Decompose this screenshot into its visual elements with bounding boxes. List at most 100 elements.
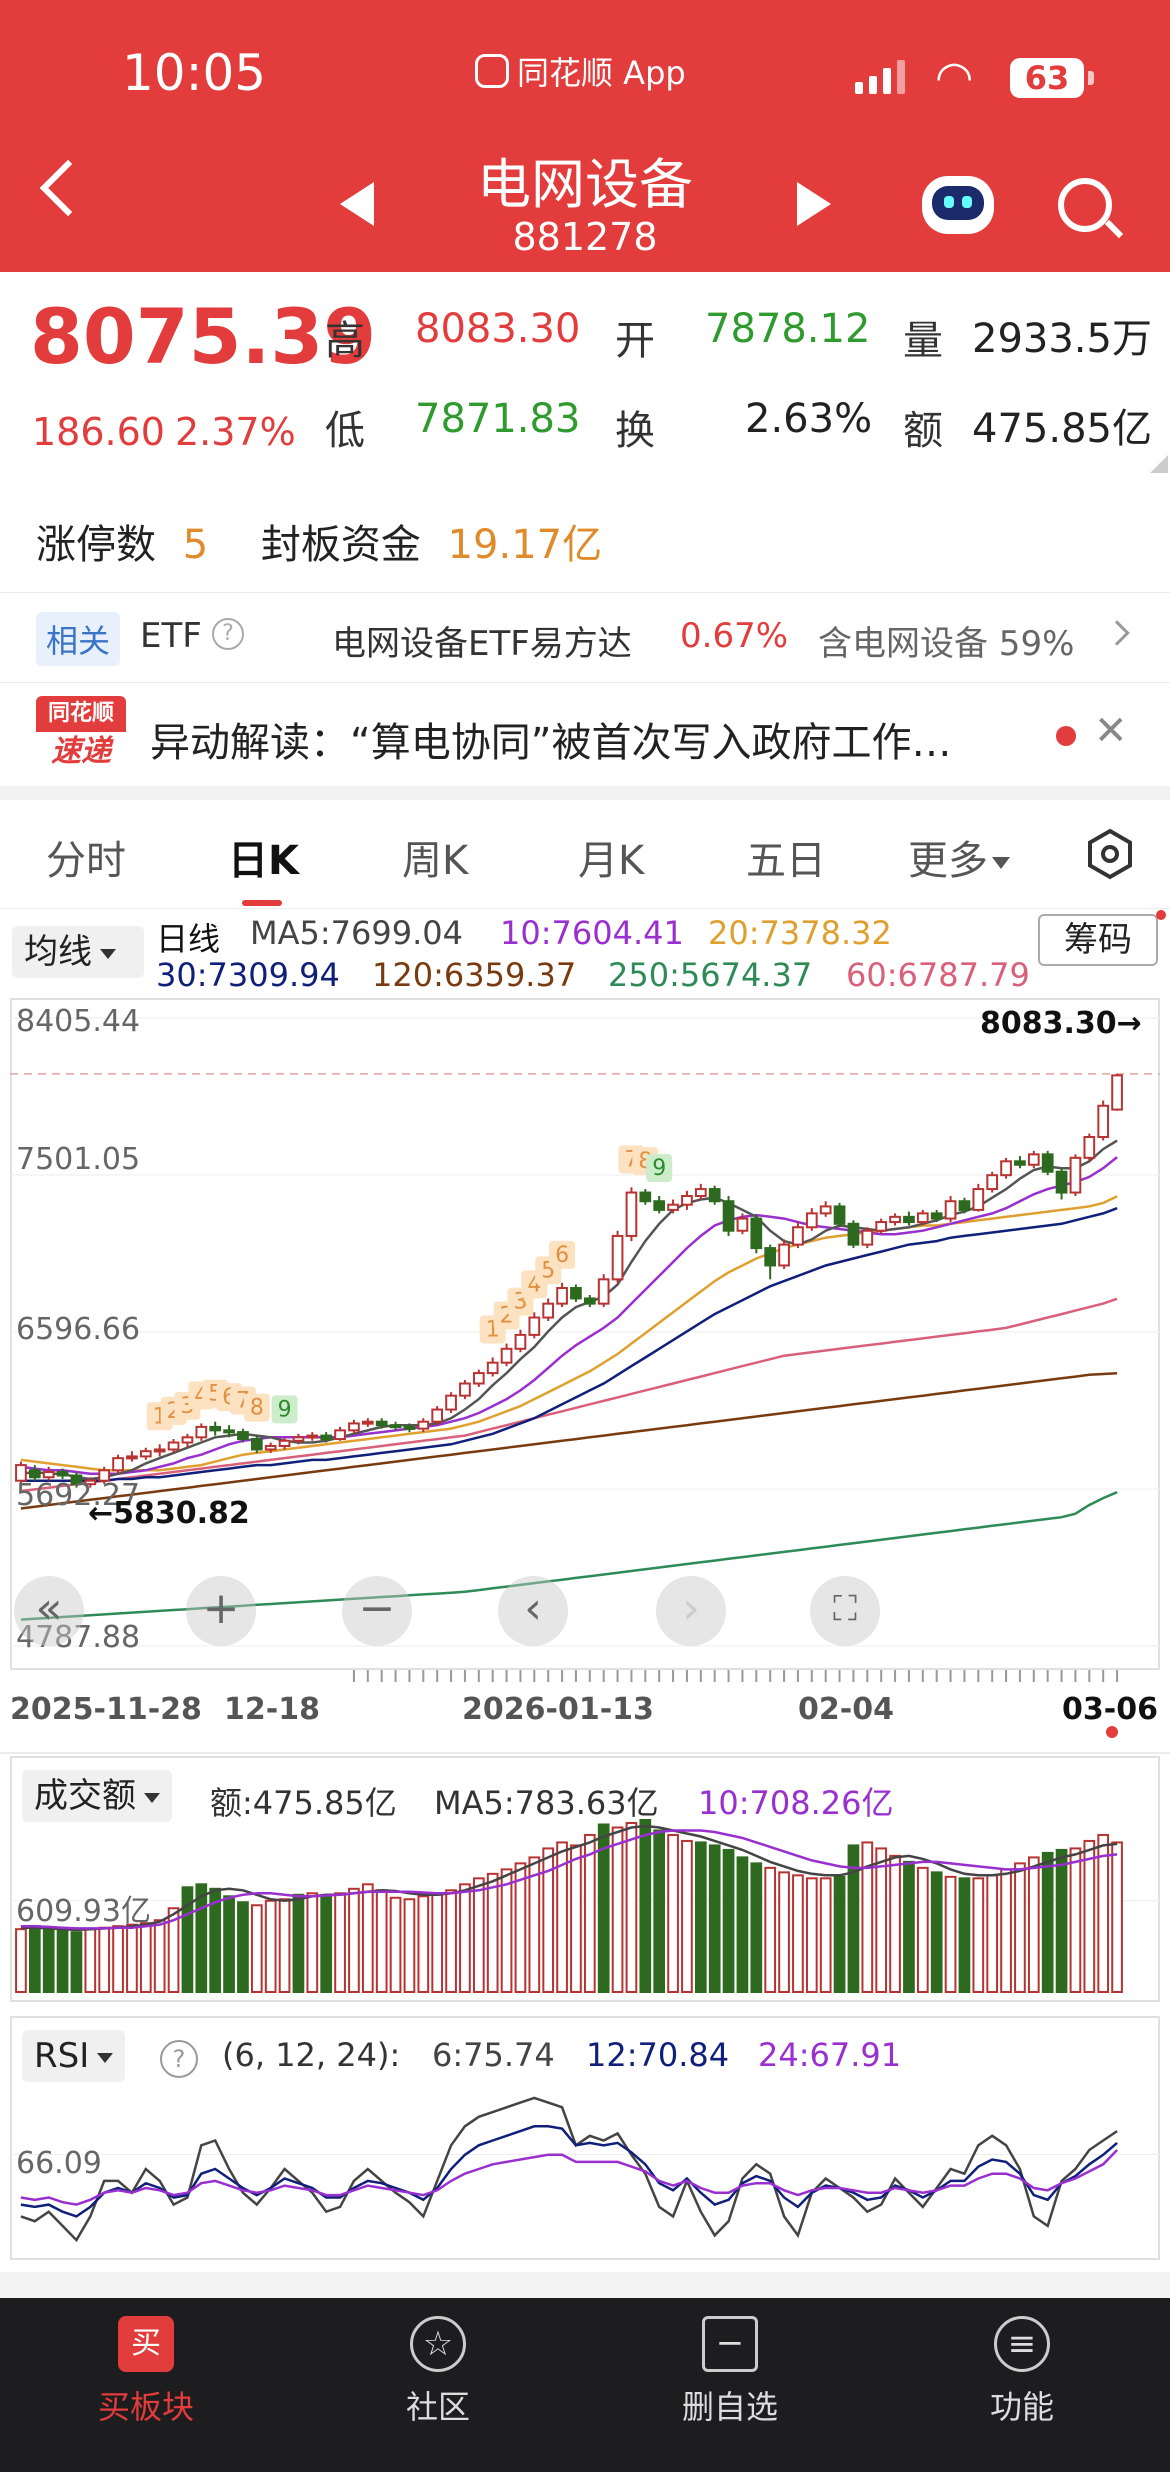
volume-bar xyxy=(15,1928,27,1993)
kline-y-label: 4787.88 xyxy=(16,1620,141,1655)
volume-bar xyxy=(98,1926,111,1993)
volume-bar xyxy=(708,1844,721,1993)
rsi-12: 12:70.84 xyxy=(586,2036,730,2074)
news-alert-row[interactable]: 同花顺 速递 异动解读：“算电协同”被首次写入政府工作… ✕ xyxy=(0,686,1170,786)
news-text[interactable]: 异动解读：“算电协同”被首次写入政府工作… xyxy=(150,720,952,766)
candle-body xyxy=(28,1469,41,1479)
rsi-chart[interactable] xyxy=(10,2016,1160,2260)
volume-bar xyxy=(1083,1839,1096,1993)
candle-body xyxy=(403,1425,416,1430)
volume-bar xyxy=(1055,1848,1068,1993)
volume-bar xyxy=(930,1871,943,1993)
chips-button[interactable]: 筹码 xyxy=(1038,914,1158,966)
volume-value: 2933.5万 xyxy=(972,316,1152,362)
caret-down-icon xyxy=(97,2052,114,2063)
volume-bar xyxy=(611,1826,624,1994)
nav-community[interactable]: ☆ 社区 xyxy=(292,2298,584,2428)
related-etf-row[interactable]: 相关 ETF ? 电网设备ETF易方达 0.67% 含电网设备 59% xyxy=(0,594,1170,678)
candle-body xyxy=(528,1316,541,1336)
kline-chart-frame[interactable] xyxy=(10,998,1160,1670)
candle-body xyxy=(348,1422,360,1432)
search-icon[interactable] xyxy=(1058,178,1112,232)
caret-down-icon xyxy=(144,1792,160,1803)
volume-bar xyxy=(570,1844,582,1993)
tab-monthly-k[interactable]: 月K xyxy=(578,838,645,884)
rsi-indicator-select[interactable]: RSI xyxy=(22,2030,126,2082)
close-icon[interactable]: ✕ xyxy=(1094,708,1128,754)
volume-label: 量 xyxy=(903,318,943,364)
next-stock-icon[interactable] xyxy=(797,182,831,226)
candle-body xyxy=(237,1431,249,1441)
volume-bar xyxy=(805,1877,818,1993)
high-value: 8083.30 xyxy=(415,306,581,352)
prev-stock-icon[interactable] xyxy=(340,182,374,226)
ma20-value: 20:7378.32 xyxy=(708,914,892,952)
header: 10:05 同花顺 App ◠ 63 电网设备 881278 xyxy=(0,0,1170,272)
candle-body xyxy=(722,1200,735,1232)
help-icon[interactable]: ? xyxy=(212,618,244,650)
amount-value: 475.85亿 xyxy=(972,406,1152,452)
candle-body xyxy=(1055,1170,1068,1194)
indicator-select-ma[interactable]: 均线 xyxy=(12,926,144,978)
candle-body xyxy=(167,1441,180,1451)
stock-code: 881278 xyxy=(512,215,658,259)
news-logo-top: 同花顺 xyxy=(36,696,126,732)
kline-y-label: 8405.44 xyxy=(16,1004,141,1039)
candle-body xyxy=(875,1221,888,1232)
scroll-right-button[interactable]: › xyxy=(656,1576,726,1646)
volume-ma10-line xyxy=(20,1829,1118,1930)
tab-more-label: 更多 xyxy=(908,838,988,884)
volume-bar xyxy=(875,1847,888,1993)
volume-bar xyxy=(348,1887,360,1993)
battery-level: 63 xyxy=(1024,59,1070,97)
candle-body xyxy=(278,1439,291,1447)
volume-bar xyxy=(1000,1868,1012,1993)
unread-dot xyxy=(1056,726,1076,746)
volume-bar xyxy=(1041,1851,1054,1994)
zoom-out-button[interactable]: − xyxy=(342,1576,412,1646)
volume-bar xyxy=(209,1887,222,1993)
tab-weekly-k[interactable]: 周K xyxy=(402,838,469,884)
volume-chart[interactable] xyxy=(10,1756,1160,2002)
limit-up-row[interactable]: 涨停数 5 封板资金 19.17亿 xyxy=(36,512,602,570)
tab-five-day[interactable]: 五日 xyxy=(746,838,826,884)
divider xyxy=(0,908,1170,909)
tab-daily-k[interactable]: 日K xyxy=(228,838,299,884)
ma30-line xyxy=(20,1207,1118,1482)
tab-more[interactable]: 更多 xyxy=(908,828,1010,886)
ma60-value: 60:6787.79 xyxy=(846,956,1030,994)
candle-body xyxy=(1097,1104,1110,1138)
zoom-in-button[interactable]: + xyxy=(186,1576,256,1646)
scroll-left-fast-button[interactable]: « xyxy=(14,1576,84,1646)
assistant-robot-icon[interactable] xyxy=(922,176,994,234)
tab-intraday[interactable]: 分时 xyxy=(46,838,126,884)
news-logo-icon: 同花顺 速递 xyxy=(36,696,126,772)
candle-body xyxy=(805,1212,818,1229)
volume-bar xyxy=(486,1872,499,1993)
rsi-6: 6:75.74 xyxy=(432,2036,555,2074)
corner-mark xyxy=(1150,455,1168,473)
help-icon[interactable]: ? xyxy=(160,2040,198,2078)
candle-body xyxy=(514,1333,527,1350)
volume-bar xyxy=(112,1925,124,1993)
volume-bar xyxy=(42,1926,55,1993)
ma120-line xyxy=(20,1372,1118,1510)
rsi6-line xyxy=(20,2096,1118,2243)
scroll-left-button[interactable]: ‹ xyxy=(498,1576,568,1646)
volume-bar xyxy=(792,1874,804,1993)
volume-bar xyxy=(250,1904,263,1993)
divider xyxy=(0,682,1170,683)
etf-name: 电网设备ETF易方达 xyxy=(332,624,632,664)
section-gap xyxy=(0,2272,1170,2298)
volume-indicator-select[interactable]: 成交额 xyxy=(22,1770,172,1822)
volume-bar xyxy=(722,1848,735,1993)
fullscreen-button[interactable]: ⛶ xyxy=(810,1576,880,1646)
settings-icon[interactable] xyxy=(1084,828,1136,880)
nav-remove-watchlist[interactable]: − 删自选 xyxy=(584,2298,876,2428)
nav-functions[interactable]: ≡ 功能 xyxy=(876,2298,1168,2428)
volume-bar xyxy=(986,1874,999,1993)
nav-buy-sector[interactable]: 买 买板块 xyxy=(0,2298,292,2428)
volume-bar xyxy=(681,1839,693,1993)
limit-up-count: 5 xyxy=(182,522,209,568)
